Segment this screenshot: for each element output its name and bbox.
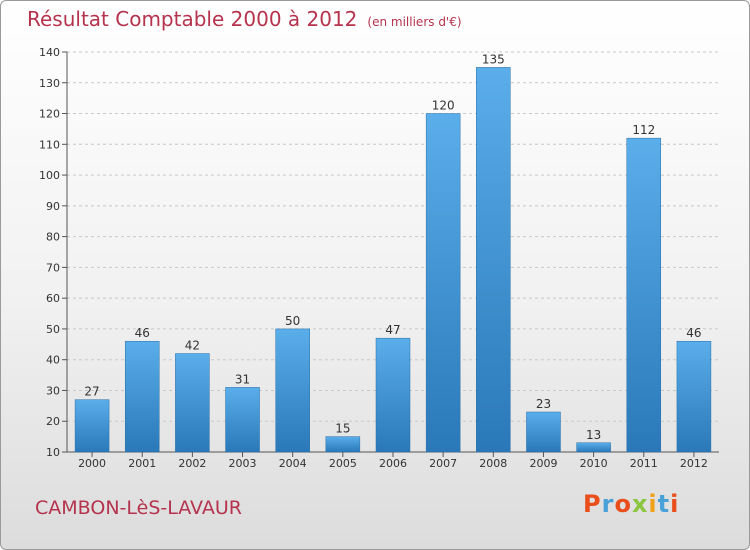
y-tick-label: 30 <box>46 384 60 397</box>
logo-letter: i <box>670 490 680 518</box>
x-tick-label: 2009 <box>529 457 557 470</box>
bar-value-label: 42 <box>185 339 200 353</box>
y-tick-label: 60 <box>46 292 60 305</box>
x-tick-label: 2007 <box>429 457 457 470</box>
bar-value-label: 50 <box>285 314 300 328</box>
x-tick-label: 2001 <box>128 457 156 470</box>
x-tick-label: 2004 <box>279 457 307 470</box>
bars: 27 46 42 31 50 15 47 120 135 23 13 112 46 <box>74 52 712 453</box>
bar-value-label: 46 <box>135 326 150 340</box>
bar-value-label: 120 <box>432 99 455 113</box>
logo-letter: P <box>583 490 602 518</box>
y-tick-label: 80 <box>46 231 60 244</box>
bar-value-label: 46 <box>686 326 701 340</box>
bar[interactable] <box>576 442 611 453</box>
bar-value-label: 31 <box>235 372 250 386</box>
bar[interactable] <box>526 411 561 453</box>
y-axis-ticks: 10 20 30 40 50 60 70 80 90 100 110 120 130 140 <box>39 46 67 459</box>
y-tick-label: 50 <box>46 323 60 336</box>
logo-letter: x <box>631 490 649 518</box>
y-tick-label: 140 <box>39 46 60 59</box>
y-tick-label: 20 <box>46 415 60 428</box>
x-axis-ticks: 2000 2001 2002 2003 2004 2005 2006 2007 2008 2009… <box>78 452 708 470</box>
x-tick-label: 2003 <box>229 457 257 470</box>
x-tick-label: 2010 <box>580 457 608 470</box>
bar[interactable] <box>626 137 662 453</box>
y-tick-label: 10 <box>46 446 60 459</box>
bar[interactable] <box>676 340 712 453</box>
bar-value-label: 23 <box>536 397 551 411</box>
bar-value-label: 27 <box>84 385 99 399</box>
y-tick-label: 130 <box>39 77 60 90</box>
location-label: CAMBON-LèS-LAVAUR <box>35 497 242 519</box>
x-tick-label: 2011 <box>630 457 658 470</box>
bar-value-label: 47 <box>385 323 400 337</box>
y-tick-label: 110 <box>39 138 60 151</box>
bar[interactable] <box>476 67 511 453</box>
y-tick-label: 90 <box>46 200 60 213</box>
y-tick-label: 100 <box>39 169 60 182</box>
chart-subtitle: (en milliers d'€) <box>367 15 462 29</box>
chart-title: Résultat Comptable 2000 à 2012 (en millie… <box>27 7 462 31</box>
x-tick-label: 2000 <box>78 457 106 470</box>
chart-title-text: Résultat Comptable 2000 à 2012 <box>27 7 358 31</box>
bar[interactable] <box>375 337 411 453</box>
bar-value-label: 135 <box>482 52 505 66</box>
bar[interactable] <box>124 340 160 453</box>
x-tick-label: 2002 <box>178 457 206 470</box>
bar-value-label: 13 <box>586 428 601 442</box>
y-tick-label: 70 <box>46 261 60 274</box>
logo-letter: o <box>614 490 632 518</box>
y-tick-label: 40 <box>46 354 60 367</box>
bar[interactable] <box>74 399 110 453</box>
x-tick-label: 2008 <box>479 457 507 470</box>
y-tick-label: 120 <box>39 108 60 121</box>
logo-letter: i <box>648 490 658 518</box>
x-tick-label: 2012 <box>680 457 708 470</box>
logo-letter: r <box>601 490 615 518</box>
x-tick-label: 2006 <box>379 457 407 470</box>
logo-letter: t <box>657 490 671 518</box>
bar[interactable] <box>425 113 461 453</box>
x-tick-label: 2005 <box>329 457 357 470</box>
bar[interactable] <box>275 328 310 453</box>
bar-value-label: 112 <box>632 123 655 137</box>
bar-value-label: 15 <box>335 422 350 436</box>
bar[interactable] <box>175 353 210 453</box>
bar[interactable] <box>225 387 260 453</box>
bar[interactable] <box>325 436 361 453</box>
proxiti-logo[interactable]: Proxiti <box>583 490 679 518</box>
